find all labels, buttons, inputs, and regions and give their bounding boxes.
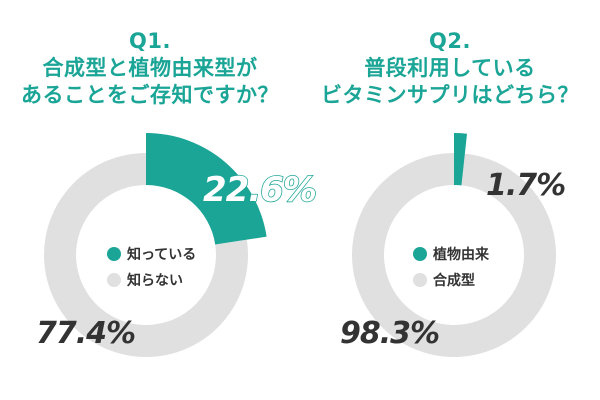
q1-title-line-3: あることをご存知ですか？: [21, 83, 279, 107]
q1-known-percent: 22.6%: [202, 169, 317, 211]
q2-legend-item-plant: 植物由来: [413, 241, 489, 267]
q2-title: Q2. 普段利用している ビタミンサプリはどちら？: [300, 28, 600, 109]
q2-slice-plant: [454, 133, 468, 186]
q2-legend-dot-synthetic: [413, 273, 427, 287]
q1-slice-unknown: [44, 153, 249, 357]
q2-legend-label-plant: 植物由来: [433, 247, 489, 263]
q2-title-line-3: ビタミンサプリはどちら？: [321, 83, 579, 107]
q1-legend: 知っている 知らない: [107, 241, 196, 293]
q2-legend-item-synthetic: 合成型: [413, 267, 489, 293]
q1-unknown-percent: 77.4%: [36, 316, 136, 351]
q1-legend-dot-unknown: [107, 273, 121, 287]
q1-legend-item-unknown: 知らない: [107, 267, 196, 293]
q2-synthetic-percent: 98.3%: [340, 316, 440, 351]
q2-plant-percent: 1.7%: [486, 168, 566, 203]
q2-title-line-2: 普段利用している: [364, 56, 536, 80]
q1-title-line-1: Q1.: [129, 29, 171, 53]
q1-title-line-2: 合成型と植物由来型が: [42, 56, 258, 80]
q1-legend-label-known: 知っている: [127, 247, 197, 263]
q2-legend: 植物由来 合成型: [413, 241, 489, 293]
q2-title-line-1: Q2.: [429, 29, 471, 53]
q2-slice-synthetic: [352, 153, 557, 358]
q1-legend-item-known: 知っている: [107, 241, 196, 267]
q1-legend-dot-known: [107, 247, 121, 261]
q2-legend-label-synthetic: 合成型: [433, 273, 475, 289]
q1-slice-known: [146, 133, 267, 245]
q2-legend-dot-plant: [413, 247, 427, 261]
q1-legend-label-unknown: 知らない: [127, 273, 183, 289]
q1-title: Q1. 合成型と植物由来型が あることをご存知ですか？: [0, 28, 300, 109]
